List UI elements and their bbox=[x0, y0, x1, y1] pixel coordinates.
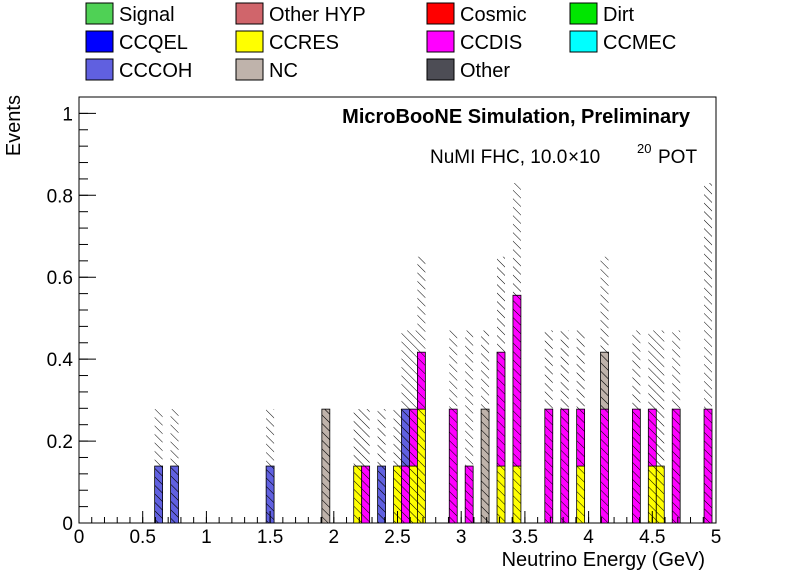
uncertainty-band-18 bbox=[576, 330, 585, 523]
x-tick-label: 3 bbox=[456, 527, 467, 548]
legend-swatch-signal bbox=[85, 2, 114, 25]
legend-label-dirt: Dirt bbox=[603, 4, 635, 26]
axis-ticks: 0 0.5 1 1.5 2 2.5 3 3.5 4 4.5 5 0 0.2 0.4 0.6 0.8 1 bbox=[47, 104, 722, 548]
pot-label: NuMI FHC, 10.0 ×10 20 POT bbox=[430, 141, 697, 168]
legend-label-ccres: CCRES bbox=[269, 32, 339, 54]
uncertainty-band-8 bbox=[401, 330, 410, 523]
legend-label-cosmic: Cosmic bbox=[460, 4, 527, 26]
legend-swatch-nc bbox=[235, 58, 264, 81]
x-tick-label: 2 bbox=[329, 527, 340, 548]
uncertainty-band-4 bbox=[353, 409, 362, 523]
legend: Signal Other HYP Cosmic Dirt CCQEL CCRES CCDIS… bbox=[85, 2, 676, 82]
uncertainty-band-20 bbox=[632, 330, 641, 523]
uncertainty-band-10 bbox=[417, 256, 426, 523]
pot-suffix: POT bbox=[658, 147, 697, 168]
legend-swatch-ccdis bbox=[426, 30, 455, 53]
x-tick-label: 1.5 bbox=[257, 527, 283, 548]
uncertainty-band-24 bbox=[704, 183, 713, 523]
uncertainty-band-14 bbox=[497, 256, 505, 523]
y-tick-label: 0.4 bbox=[47, 350, 74, 371]
pot-exponent: 20 bbox=[637, 141, 651, 156]
x-tick-label: 0.5 bbox=[129, 527, 155, 548]
y-tick-label: 0 bbox=[62, 514, 73, 535]
uncertainty-band-15 bbox=[512, 183, 521, 523]
y-tick-label: 1 bbox=[62, 104, 73, 125]
legend-swatch-ccqel bbox=[85, 30, 114, 53]
uncertainty-band-19 bbox=[600, 256, 609, 523]
uncertainty-band-2 bbox=[266, 409, 275, 523]
legend-swatch-dirt bbox=[569, 2, 598, 25]
pot-times: ×10 bbox=[568, 147, 600, 168]
x-tick-label: 4.5 bbox=[639, 527, 665, 548]
y-tick-label: 0.6 bbox=[47, 268, 73, 289]
legend-label-ccdis: CCDIS bbox=[460, 32, 522, 54]
pot-prefix: NuMI FHC, 10.0 bbox=[430, 147, 567, 168]
legend-swatch-other bbox=[426, 58, 455, 81]
uncertainty-band-9 bbox=[409, 330, 418, 523]
uncertainty-band-22 bbox=[656, 330, 665, 523]
legend-swatch-otherhyp bbox=[235, 2, 264, 25]
x-tick-label: 5 bbox=[711, 527, 722, 548]
uncertainty-band-6 bbox=[377, 409, 386, 523]
legend-label-cccoh: CCCOH bbox=[119, 60, 192, 82]
legend-swatch-cccoh bbox=[85, 58, 114, 81]
uncertainty-band-17 bbox=[560, 330, 569, 523]
uncertainty-band-12 bbox=[465, 330, 474, 523]
uncertainty-band-16 bbox=[544, 330, 553, 523]
legend-label-otherhyp: Other HYP bbox=[269, 4, 366, 26]
legend-swatch-ccmec bbox=[569, 30, 598, 53]
x-tick-label: 0 bbox=[74, 527, 85, 548]
uncertainty-bands bbox=[154, 183, 713, 523]
uncertainty-band-21 bbox=[648, 330, 657, 523]
legend-swatch-ccres bbox=[235, 30, 264, 53]
x-tick-label: 1 bbox=[201, 527, 212, 548]
uncertainty-band-1 bbox=[170, 409, 179, 523]
x-tick-label: 4 bbox=[583, 527, 594, 548]
x-axis-title: Neutrino Energy (GeV) bbox=[502, 549, 705, 571]
uncertainty-band-3 bbox=[321, 409, 330, 523]
x-tick-label: 2.5 bbox=[384, 527, 410, 548]
y-tick-label: 0.2 bbox=[47, 432, 73, 453]
legend-label-other: Other bbox=[460, 60, 510, 82]
x-tick-label: 3.5 bbox=[512, 527, 538, 548]
uncertainty-band-13 bbox=[481, 330, 490, 523]
simulation-label: MicroBooNE Simulation, Preliminary bbox=[342, 106, 691, 128]
uncertainty-band-0 bbox=[154, 409, 163, 523]
legend-label-ccmec: CCMEC bbox=[603, 32, 676, 54]
uncertainty-band-7 bbox=[393, 409, 402, 523]
legend-label-ccqel: CCQEL bbox=[119, 32, 188, 54]
legend-swatch-cosmic bbox=[426, 2, 455, 25]
legend-label-signal: Signal bbox=[119, 4, 175, 26]
y-tick-label: 0.8 bbox=[47, 186, 73, 207]
uncertainty-band-5 bbox=[361, 409, 370, 523]
uncertainty-band-23 bbox=[672, 330, 681, 523]
legend-label-nc: NC bbox=[269, 60, 298, 82]
y-axis-title: Events bbox=[3, 95, 25, 156]
uncertainty-band-11 bbox=[449, 330, 458, 523]
